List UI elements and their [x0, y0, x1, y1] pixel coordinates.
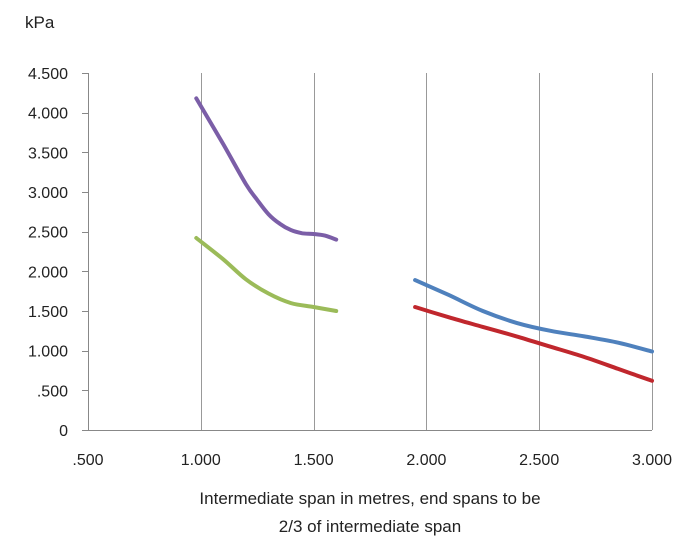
- x-tick-label: .500: [72, 452, 103, 469]
- series-line-1: [196, 98, 336, 239]
- x-axis-title-line-2: 2/3 of intermediate span: [279, 517, 461, 536]
- y-tick-label: 4.000: [28, 106, 68, 123]
- y-tick-label: 1.500: [28, 304, 68, 321]
- y-tick-label: 3.500: [28, 145, 68, 162]
- y-tick-label: .500: [37, 383, 68, 400]
- y-tick-labels: 0 .500 1.000 1.500 2.000 2.500 3.000 3.500 4.000…: [28, 66, 68, 440]
- x-tick-label: 3.000: [632, 452, 672, 469]
- y-tick-label: 2.500: [28, 225, 68, 242]
- y-tick-label: 4.500: [28, 66, 68, 83]
- x-tick-label: 1.500: [294, 452, 334, 469]
- y-axis-unit-label: kPa: [25, 13, 55, 32]
- axes: [82, 74, 652, 431]
- series-line-2: [196, 238, 336, 311]
- x-tick-labels: .500 1.000 1.500 2.000 2.500 3.000: [72, 452, 672, 469]
- x-tick-label: 2.000: [406, 452, 446, 469]
- x-tick-label: 2.500: [519, 452, 559, 469]
- x-tick-label: 1.000: [181, 452, 221, 469]
- gridlines: [89, 73, 653, 430]
- series-lines: [196, 98, 652, 380]
- y-tick-label: 1.000: [28, 344, 68, 361]
- x-axis-title-line-1: Intermediate span in metres, end spans t…: [199, 489, 540, 508]
- y-tick-label: 3.000: [28, 185, 68, 202]
- y-tick-label: 0: [59, 423, 68, 440]
- y-tick-label: 2.000: [28, 264, 68, 281]
